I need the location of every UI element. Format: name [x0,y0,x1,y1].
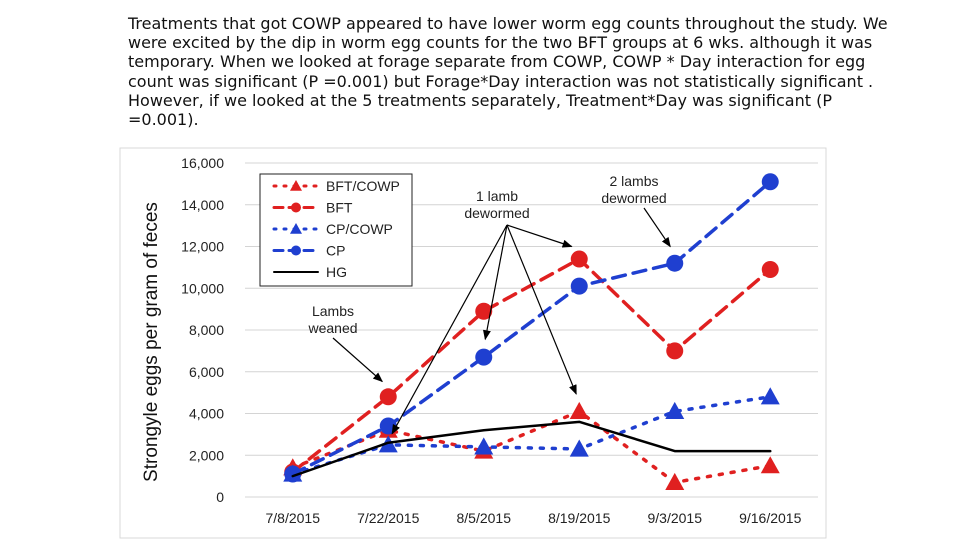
legend: BFT/COWP BFT CP/COWP CP HG [259,173,413,287]
annotation: 2 lambs dewormed [601,173,671,248]
legend-marker-cp-cowp [290,223,302,234]
data-point-cp [379,417,397,435]
annotation-arrow [332,337,384,383]
x-tick-label: 7/22/2015 [357,510,419,526]
x-tick-label: 8/19/2015 [548,510,610,526]
caption-text: Treatments that got COWP appeared to hav… [128,14,888,130]
legend-marker-cp [291,245,301,256]
annotation-arrow [482,224,508,341]
data-point-cp [475,348,493,366]
y-axis-label: Strongyle eggs per gram of feces [141,202,162,482]
x-tick-label: 7/8/2015 [266,510,321,526]
y-tick-label: 16,000 [181,155,224,171]
data-point-cp-cowp [665,401,685,420]
y-tick-label: 8,000 [189,322,224,338]
y-tick-label: 2,000 [189,447,224,463]
data-point-cp-cowp [569,439,589,457]
data-point-bft [570,250,588,268]
annotation-arrow [391,224,508,435]
data-point-cp-cowp [760,387,780,405]
x-tick-labels: 7/8/2015 7/22/2015 8/5/2015 8/19/2015 9/3/20… [266,510,802,526]
series-layer [283,173,780,490]
series-line-hg [291,420,772,478]
legend-marker-bft-cowp [290,180,302,191]
data-point-bft-cowp [569,401,589,420]
annotation-arrow [506,224,577,395]
data-point-cp-cowp [474,437,494,455]
chart-frame [119,147,827,539]
annotation-arrow [506,224,573,248]
data-point-cp [761,173,779,191]
data-point-bft [761,260,779,278]
series-line-bft-cowp [291,409,772,485]
data-point-cp [284,465,302,483]
series-line-cp [291,180,772,476]
data-point-bft [666,342,684,360]
y-tick-label: 4,000 [189,406,224,422]
y-tick-label: 10,000 [181,280,224,296]
legend-marker-bft [291,202,301,213]
x-tick-label: 9/3/2015 [648,510,703,526]
annotations: Lambs weaned 1 lamb dewormed 2 lambs dewormed [307,173,671,435]
legend-label-bft-cowp: BFT/COWP [326,178,400,194]
y-tick-label: 0 [216,489,224,505]
legend-label-cp-cowp: CP/COWP [326,221,393,237]
annotation: Lambs weaned [307,303,384,383]
data-point-bft [379,388,397,406]
data-point-bft [475,302,493,320]
data-point-cp [570,277,588,295]
y-tick-label: 6,000 [189,364,224,380]
annotation-arrow [643,207,671,248]
legend-label-bft: BFT [326,200,353,216]
y-tick-label: 12,000 [181,239,224,255]
legend-label-cp: CP [326,243,345,259]
series-line-cp-cowp [291,395,772,476]
annotation-text: 2 lambs dewormed [601,173,666,206]
annotation-text: Lambs weaned [307,303,357,336]
data-point-bft-cowp [665,472,685,490]
x-tick-label: 8/5/2015 [457,510,512,526]
data-point-bft-cowp [760,456,780,474]
y-tick-label: 14,000 [181,197,224,213]
x-tick-label: 9/16/2015 [739,510,801,526]
series-hg [291,420,772,478]
legend-label-hg: HG [326,264,347,280]
y-tick-labels: 0 2,000 4,000 6,000 8,000 10,000 12,000 14,000 1… [181,155,224,505]
annotation-text: 1 lamb dewormed [464,188,529,221]
annotation: 1 lamb dewormed [391,188,577,435]
data-point-cp [666,254,684,272]
